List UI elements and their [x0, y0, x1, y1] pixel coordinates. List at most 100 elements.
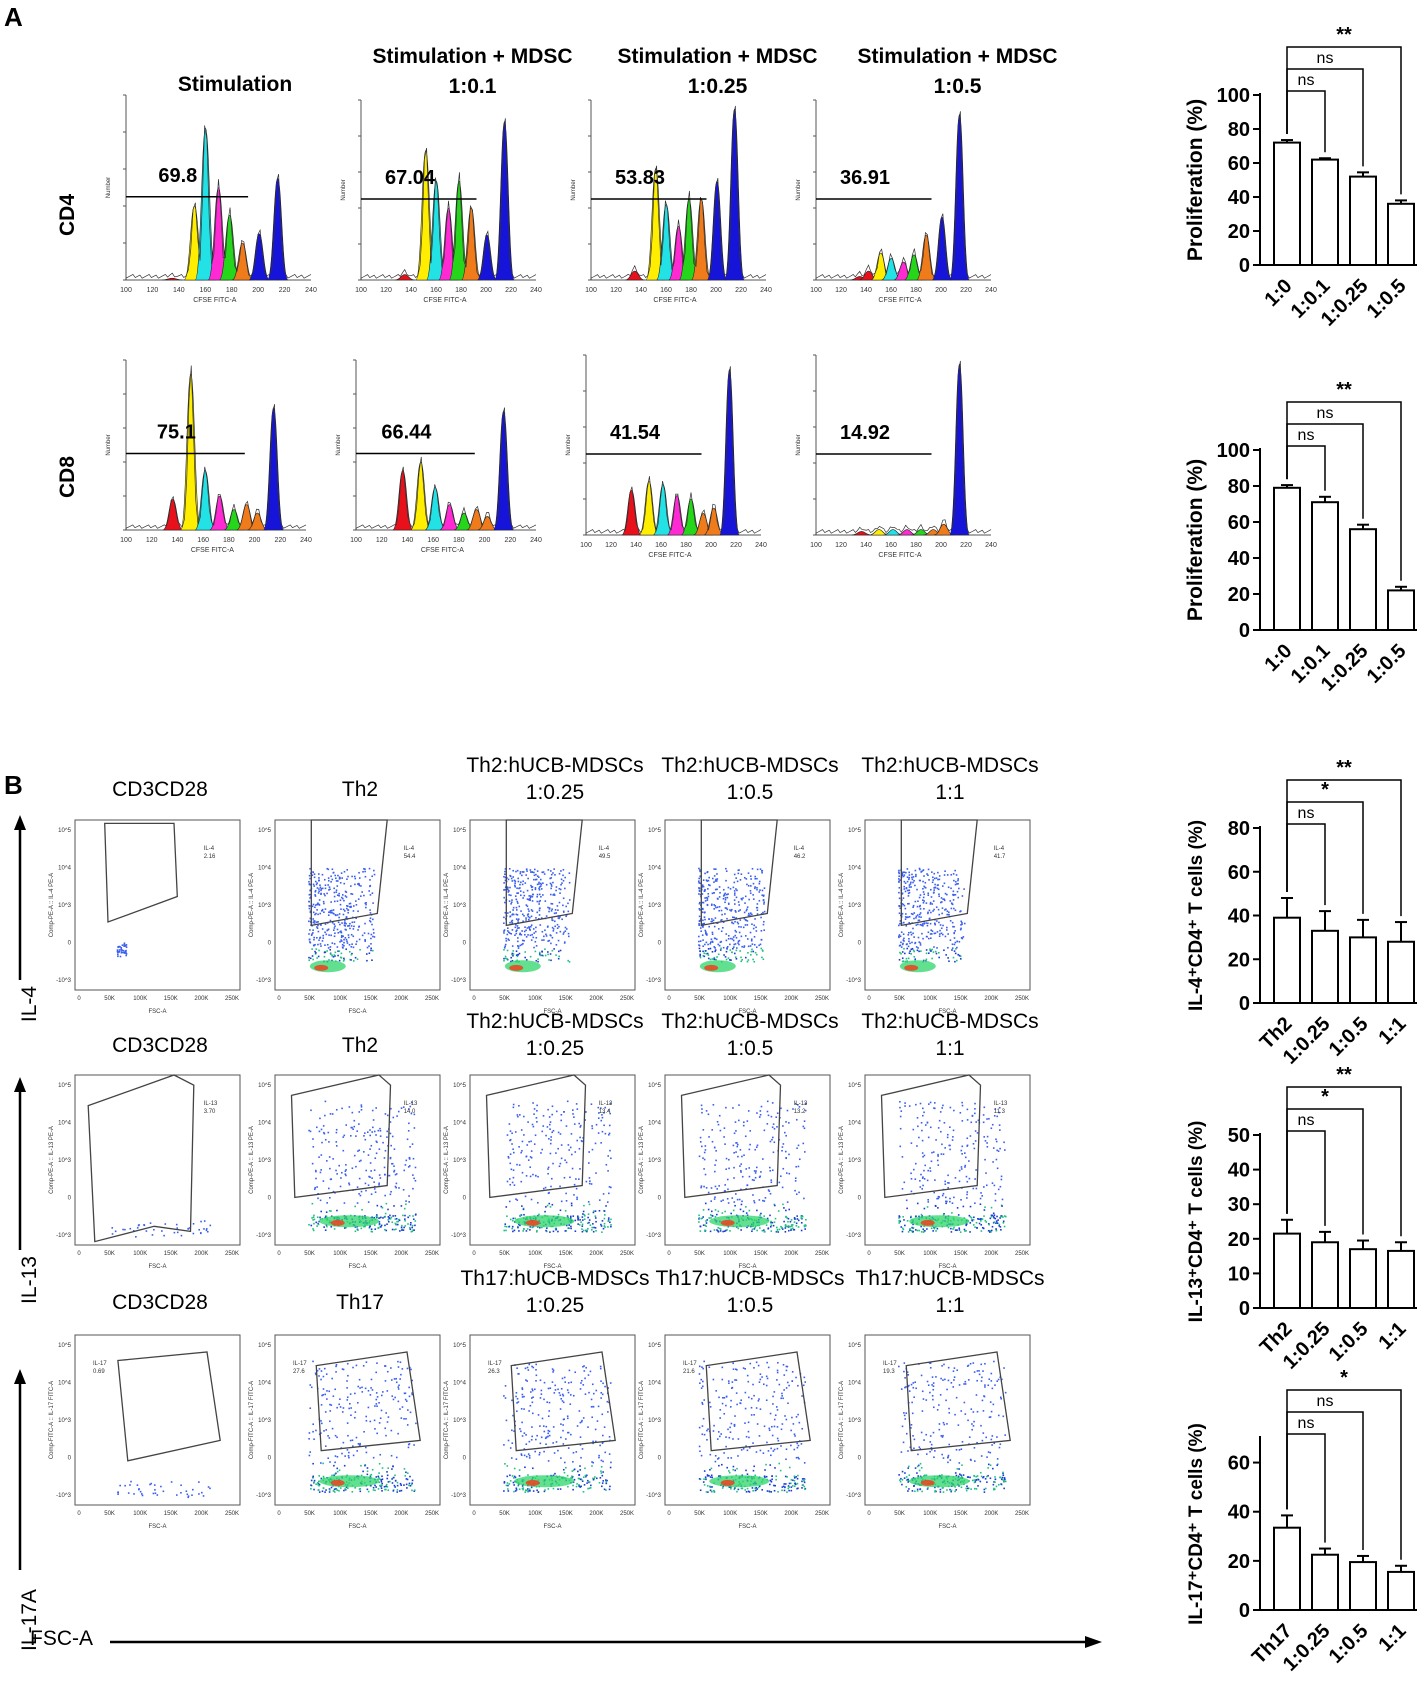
flow-event — [984, 1158, 986, 1161]
flow-event — [399, 1482, 402, 1485]
flow-event — [587, 1201, 590, 1203]
flow-event — [927, 931, 930, 934]
flow-gate — [87, 1074, 195, 1243]
flow-event — [378, 1401, 380, 1404]
flow-event — [555, 954, 557, 956]
flow-event — [920, 916, 922, 918]
flow-event — [898, 912, 901, 915]
hist-x-tick-label: 200 — [252, 287, 264, 294]
flow-event — [534, 930, 537, 933]
flow-event — [371, 1177, 373, 1179]
flow-event — [607, 1155, 610, 1157]
flow-event — [329, 1113, 332, 1115]
flow-event — [754, 951, 757, 954]
flow-event — [399, 1230, 401, 1232]
flow-event — [966, 1180, 969, 1183]
flow-event — [509, 911, 512, 913]
flow-event — [384, 1427, 387, 1430]
flow-event — [740, 1171, 742, 1173]
flow-event — [796, 1215, 798, 1217]
hist-x-tick-label: 120 — [146, 537, 158, 544]
flow-x-tick-label: 200K — [784, 1511, 798, 1517]
flow-event — [505, 937, 507, 940]
flow-event — [539, 1451, 541, 1454]
flow-event — [375, 1152, 378, 1155]
flow-event — [400, 1484, 402, 1486]
flow-event — [525, 1489, 528, 1492]
flow-event — [531, 1401, 534, 1404]
flow-event — [369, 920, 372, 923]
flow-event — [756, 1209, 758, 1212]
flow-event — [503, 932, 505, 934]
flow-event — [601, 1434, 604, 1437]
flow-event — [376, 1214, 378, 1216]
flow-event — [312, 1430, 314, 1433]
flow-event — [336, 900, 339, 902]
flow-event — [921, 1177, 924, 1179]
flow-event — [714, 1215, 717, 1218]
flow-event — [733, 881, 736, 884]
flow-event — [908, 886, 911, 888]
flow-event — [766, 1490, 769, 1492]
flow-event — [140, 1493, 143, 1495]
flow-event — [397, 1386, 400, 1388]
flow-event — [929, 922, 932, 925]
flow-gate-name: IL-17 — [293, 1361, 307, 1367]
flow-event — [503, 946, 506, 949]
flow-event — [380, 1487, 383, 1490]
flow-event — [924, 1164, 927, 1167]
flow-event — [357, 1229, 359, 1231]
flow-event — [318, 1475, 320, 1477]
flow-x-label: FSC-A — [349, 1524, 367, 1530]
flow-event — [741, 898, 743, 901]
flow-event — [902, 933, 905, 935]
flow-event — [898, 936, 900, 939]
flow-event — [371, 949, 374, 952]
flow-event — [737, 1155, 739, 1158]
flow-event — [959, 910, 961, 913]
flow-event — [579, 1444, 582, 1446]
flow-event — [547, 1415, 550, 1418]
flow-event — [758, 1199, 761, 1201]
flow-y-tick-label: 0 — [463, 941, 467, 947]
flow-event — [774, 1414, 777, 1417]
flow-event — [950, 902, 953, 904]
flow-event — [405, 1400, 408, 1402]
flow-scatter-plot: 10^510^410^30-10^30 50K 100K 150K 200K 250KFS… — [444, 819, 636, 1015]
flow-gate-value: 11.3 — [994, 1109, 1006, 1115]
flow-event — [524, 1367, 527, 1370]
flow-event — [786, 1201, 789, 1203]
flow-event — [947, 886, 950, 889]
flow-event — [547, 953, 549, 956]
flow-event — [985, 1172, 987, 1174]
flow-event — [553, 948, 555, 950]
flow-event — [540, 1152, 542, 1154]
flow-event — [948, 1144, 951, 1147]
flow-event — [414, 1489, 416, 1492]
flow-event — [308, 956, 310, 959]
flow-event — [937, 1207, 939, 1209]
flow-event — [713, 958, 715, 960]
flow-event — [922, 891, 925, 893]
flow-event — [949, 939, 952, 941]
flow-event — [340, 896, 343, 899]
flow-event — [606, 1400, 609, 1403]
flow-event — [550, 887, 552, 890]
flow-event — [993, 1184, 996, 1187]
flow-event — [945, 1202, 947, 1205]
flow-event — [354, 1205, 356, 1208]
flow-event — [733, 952, 736, 955]
flow-event — [701, 934, 704, 936]
flow-event — [910, 886, 912, 888]
flow-event — [513, 879, 516, 882]
flow-event — [961, 923, 963, 926]
flow-event — [903, 874, 906, 876]
flow-event — [767, 1227, 770, 1230]
flow-event — [930, 937, 932, 939]
flow-event — [518, 1230, 520, 1232]
flow-event — [349, 1135, 352, 1137]
flow-event — [734, 909, 737, 912]
flow-event — [320, 887, 323, 890]
flow-event — [358, 938, 361, 941]
